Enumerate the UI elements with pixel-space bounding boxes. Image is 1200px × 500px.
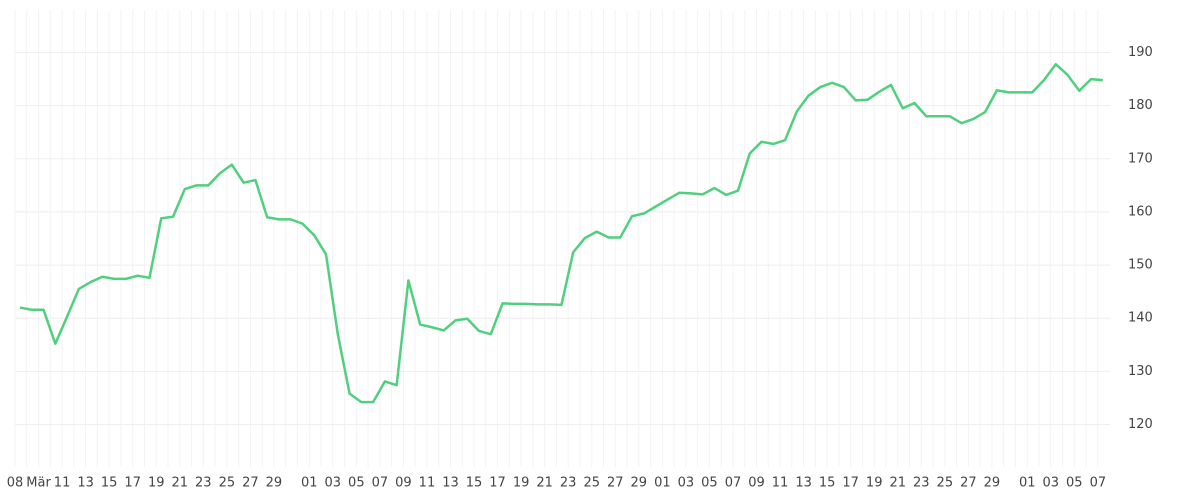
x-tick-label: 29: [266, 476, 283, 491]
x-tick-label: 11: [419, 476, 436, 491]
x-tick-label: 21: [536, 476, 553, 491]
x-tick-label: 11: [772, 476, 789, 491]
x-tick-label: 19: [513, 476, 530, 491]
x-tick-label: 27: [242, 476, 259, 491]
line: [19, 62, 1103, 404]
x-tick-label: 05: [348, 476, 365, 491]
x-tick-label: 17: [489, 476, 506, 491]
x-tick-label: 05: [701, 476, 718, 491]
x-tick-label: 29: [984, 476, 1001, 491]
x-tick-label: 21: [889, 476, 906, 491]
y-tick-label: 150: [1128, 258, 1153, 273]
y-tick-label: 190: [1128, 45, 1153, 60]
x-tick-label: 01: [654, 476, 671, 491]
x-tick-label: 27: [607, 476, 624, 491]
x-tick-label: 29: [631, 476, 648, 491]
y-tick-label: 160: [1128, 204, 1153, 219]
x-tick-label: 19: [148, 476, 165, 491]
x-tick-label: 15: [101, 476, 118, 491]
x-tick-label: 07: [1090, 476, 1107, 491]
x-tick-label: 09: [395, 476, 412, 491]
x-tick-label: 15: [466, 476, 483, 491]
x-tick-label: 13: [442, 476, 459, 491]
x-tick-label: 05: [1066, 476, 1083, 491]
x-tick-label: 27: [960, 476, 977, 491]
x-tick-label: 25: [937, 476, 954, 491]
x-tick-label: 11: [54, 476, 71, 491]
x-tick-label: 01: [1019, 476, 1036, 491]
x-tick-label: 01: [301, 476, 318, 491]
x-tick-label: 17: [124, 476, 141, 491]
y-tick-label: 170: [1128, 151, 1153, 166]
x-tick-label: 03: [325, 476, 342, 491]
x-tick-label: 09: [748, 476, 765, 491]
x-tick-label: 23: [560, 476, 577, 491]
x-tick-label: 23: [195, 476, 212, 491]
x-tick-label: 03: [1042, 476, 1059, 491]
x-tick-label: 15: [819, 476, 836, 491]
x-tick-label: Mär: [26, 476, 51, 491]
x-tick-label: 17: [842, 476, 859, 491]
x-tick-label: 13: [795, 476, 812, 491]
x-tick-label: 25: [583, 476, 600, 491]
x-tick-label: 07: [372, 476, 389, 491]
x-tick-label: 07: [725, 476, 742, 491]
x-tick-label: 19: [866, 476, 883, 491]
y-tick-label: 180: [1128, 98, 1153, 113]
x-tick-label: 03: [678, 476, 695, 491]
x-tick-label: 13: [77, 476, 94, 491]
x-tick-label: 08: [7, 476, 24, 491]
y-tick-label: 120: [1128, 417, 1153, 432]
x-tick-label: 21: [172, 476, 189, 491]
y-tick-label: 130: [1128, 364, 1153, 379]
y-tick-label: 140: [1128, 311, 1153, 326]
x-tick-label: 25: [219, 476, 236, 491]
x-tick-label: 23: [913, 476, 930, 491]
